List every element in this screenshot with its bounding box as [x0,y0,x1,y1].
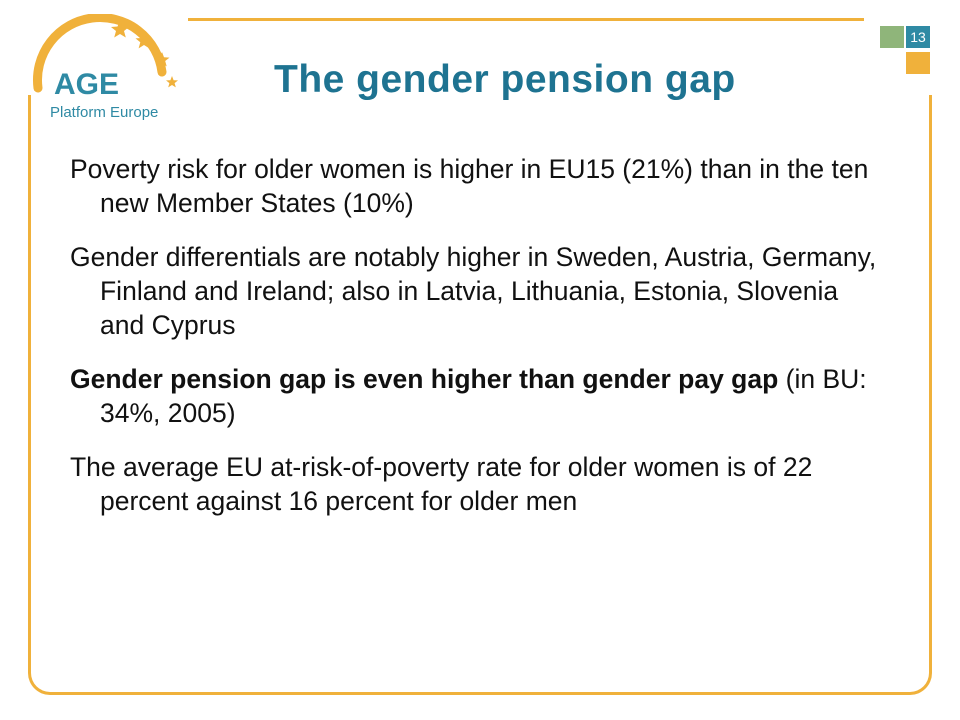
pension-gap-detail: (in BU: 34%, 2005) [100,364,867,428]
logo-graphic [33,14,178,93]
logo-subtitle: Platform Europe [50,104,159,121]
paragraph-poverty-risk: Poverty risk for older women is higher i… [70,154,869,218]
slide-title: The gender pension gap [274,58,736,101]
paragraph-pension-gap: Gender pension gap is even higher than g… [70,362,880,430]
logo-wordmark: AGE [54,68,120,101]
frame-top-line [188,18,864,21]
slide-frame [28,95,932,695]
slide-content: Poverty risk for older women is higher i… [70,152,880,538]
slide-number: 13 [906,26,930,48]
age-platform-logo: AGE Platform Europe [24,14,194,126]
green-square [880,26,904,48]
paragraph-gender-differentials: Gender differentials are notably higher … [70,242,877,340]
paragraph-average-rate: The average EU at-risk-of-poverty rate f… [70,452,813,516]
orange-square [906,52,930,74]
pension-gap-emphasis: Gender pension gap is even higher than g… [70,364,779,394]
